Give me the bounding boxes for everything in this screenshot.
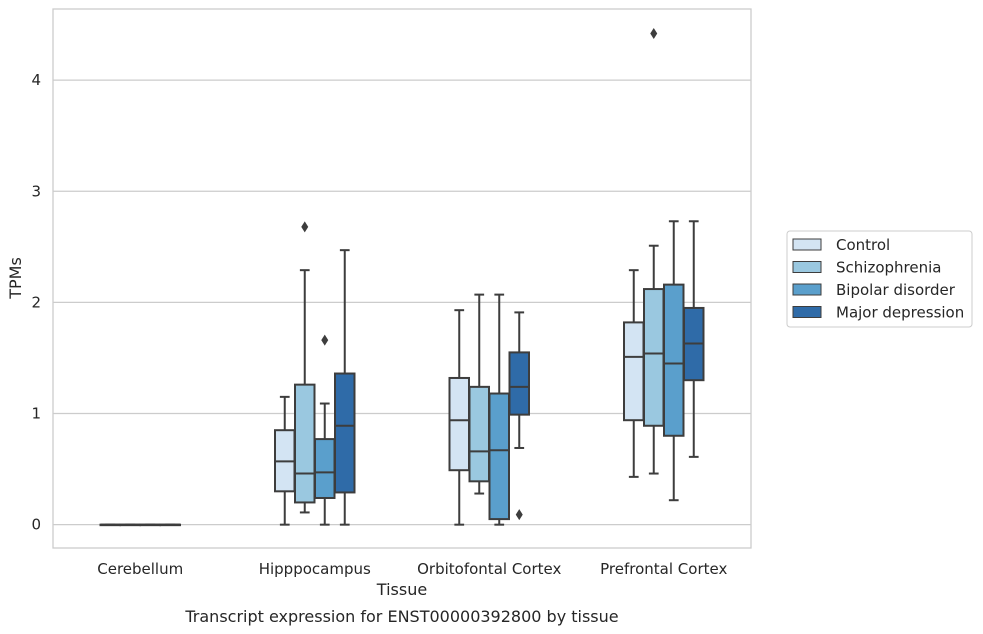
box-group (508, 311, 530, 521)
legend-swatch (792, 283, 822, 296)
box-group (159, 523, 181, 527)
x-tick-label: Cerebellum (97, 560, 183, 578)
boxes (99, 27, 705, 527)
box-group (448, 309, 470, 526)
x-tick-label: Prefrontal Cortex (600, 560, 727, 578)
plot-background (53, 9, 751, 548)
box-group (643, 27, 665, 475)
legend: Control Schizophrenia Bipolar disorder Majo… (786, 230, 973, 328)
y-axis-title: TPMs (6, 257, 25, 300)
legend-swatch (792, 238, 822, 251)
box-group (314, 334, 336, 526)
box-iqr (294, 383, 316, 504)
x-tick-label: Hipppocampus (259, 560, 371, 578)
legend-label: Schizophrenia (836, 259, 941, 277)
box-group (294, 221, 316, 514)
box-group (488, 293, 510, 526)
x-axis-title: Tissue (376, 580, 427, 599)
y-tick-label: 2 (31, 293, 41, 311)
plot-frame (52, 8, 752, 549)
box-iqr (468, 385, 490, 483)
box-iqr (488, 392, 510, 521)
box-iqr (623, 321, 645, 422)
box-iqr (314, 438, 336, 499)
legend-frame (786, 230, 973, 328)
chart-caption: Transcript expression for ENST0000039280… (184, 607, 618, 626)
box-group (683, 220, 705, 458)
box-group (139, 523, 161, 527)
y-tick-label: 3 (31, 182, 41, 200)
box-group (623, 269, 645, 478)
outlier-marker (321, 334, 329, 346)
outlier-marker (515, 509, 523, 521)
y-tick-label: 4 (31, 71, 41, 89)
y-tick-label: 1 (31, 405, 41, 423)
box-iqr (448, 376, 470, 472)
y-tick-label: 0 (31, 516, 41, 534)
box-iqr (334, 372, 356, 494)
outlier-marker (301, 221, 309, 233)
legend-label: Major depression (836, 304, 964, 322)
y-tick-labels: 0 1 2 3 4 (31, 71, 41, 534)
box-iqr (643, 288, 665, 427)
legend-label: Bipolar disorder (836, 281, 956, 299)
box-group (99, 523, 121, 527)
box-group (119, 523, 141, 527)
box-iqr (663, 283, 685, 437)
legend-swatch (792, 306, 822, 318)
box-group (274, 395, 296, 526)
x-tick-labels: Cerebellum Hipppocampus Orbitofontal Corte… (97, 560, 727, 578)
box-group (334, 249, 356, 526)
box-iqr (508, 351, 530, 416)
legend-label: Control (836, 236, 890, 254)
outlier-marker (650, 27, 658, 39)
legend-swatch (792, 261, 822, 273)
x-tick-label: Orbitofontal Cortex (417, 560, 561, 578)
